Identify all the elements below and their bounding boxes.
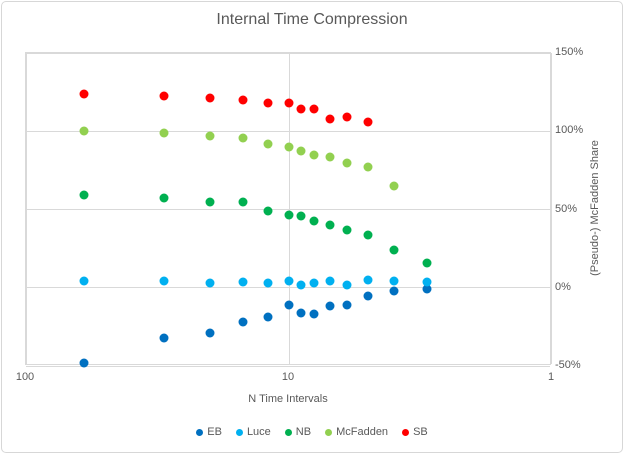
data-point-eb [238,317,248,327]
legend-marker-icon [196,428,204,436]
legend-marker-icon [325,428,333,436]
data-point-nb [342,225,352,235]
data-point-eb [422,284,432,294]
data-point-luce [238,277,248,287]
legend-item-mcfadden: McFadden [325,426,388,438]
gridline-vertical [551,53,552,364]
data-point-eb [325,301,335,311]
data-point-mcfadden [263,139,273,149]
legend-label: SB [413,426,428,438]
legend-label: NB [295,426,312,438]
legend-item-luce: Luce [235,426,271,438]
data-point-luce [363,275,373,285]
data-point-luce [205,278,215,288]
gridline-horizontal [26,287,550,289]
legend: EB Luce NB McFadden SB [2,426,622,438]
legend-label: EB [207,426,222,438]
data-point-nb [159,193,169,203]
y-axis-tick-label: -50% [555,359,581,371]
data-point-sb [363,117,373,127]
data-point-luce [159,276,169,286]
x-axis-title: N Time Intervals [248,393,328,405]
data-point-nb [263,206,273,216]
data-point-nb [422,258,432,268]
data-point-luce [325,276,335,286]
data-point-eb [342,300,352,310]
data-point-eb [263,312,273,322]
data-point-eb [205,328,215,338]
data-point-mcfadden [342,158,352,168]
data-point-mcfadden [363,162,373,172]
data-point-nb [296,211,306,221]
data-point-mcfadden [296,146,306,156]
data-point-nb [325,220,335,230]
data-point-luce [309,278,319,288]
gridline-horizontal [26,52,550,54]
data-point-mcfadden [309,150,319,160]
data-point-luce [422,277,432,287]
legend-item-sb: SB [402,426,428,438]
data-point-eb [296,308,306,318]
data-point-nb [284,210,294,220]
gridline-horizontal [26,365,550,367]
data-point-luce [389,276,399,286]
data-point-nb [309,216,319,226]
data-point-sb [325,114,335,124]
legend-marker-icon [235,428,243,436]
data-point-sb [263,98,273,108]
chart-title: Internal Time Compression [216,11,408,28]
data-point-eb [159,333,169,343]
data-point-sb [205,93,215,103]
data-point-luce [296,280,306,290]
legend-item-nb: NB [284,426,312,438]
data-point-luce [284,276,294,286]
data-point-eb [389,286,399,296]
data-point-mcfadden [325,152,335,162]
data-point-eb [79,358,89,368]
legend-marker-icon [402,428,410,436]
y-axis-tick-label: 100% [555,124,584,137]
data-point-eb [284,300,294,310]
gridline-vertical [26,53,27,364]
y-axis-tick-label: 0% [555,280,571,293]
legend-item-eb: EB [196,426,222,438]
data-point-sb [79,89,89,99]
data-point-luce [79,276,89,286]
data-point-luce [342,280,352,290]
data-point-eb [309,309,319,319]
data-point-nb [205,197,215,207]
x-axis-tick-label: 1 [547,371,555,383]
data-point-nb [389,245,399,255]
legend-label: McFadden [336,426,389,438]
data-point-mcfadden [79,126,89,136]
legend-marker-icon [284,428,292,436]
data-point-mcfadden [205,131,215,141]
data-point-nb [238,197,248,207]
data-point-mcfadden [238,133,248,142]
data-point-sb [342,112,352,122]
data-point-nb [79,190,89,200]
data-point-sb [238,95,248,105]
data-point-mcfadden [159,128,169,138]
data-point-nb [363,230,373,240]
gridline-horizontal [26,130,550,132]
data-point-mcfadden [389,181,399,191]
legend-label: Luce [246,426,271,438]
plot-area [25,52,552,368]
data-point-eb [363,291,373,301]
data-point-sb [159,91,169,101]
x-axis-tick-label: 100 [15,371,35,383]
data-point-sb [309,104,319,114]
x-axis-tick-label: 10 [281,371,295,383]
data-point-luce [263,278,273,288]
data-point-mcfadden [284,142,294,152]
gridline-horizontal [26,209,550,210]
gridline-vertical [288,53,290,364]
y-axis-title: (Pseudo-) McFadden Share [589,140,601,276]
y-axis-tick-label: 50% [555,202,578,215]
data-point-sb [284,98,294,108]
data-point-sb [296,104,306,114]
y-axis-tick-label: 150% [555,46,584,58]
